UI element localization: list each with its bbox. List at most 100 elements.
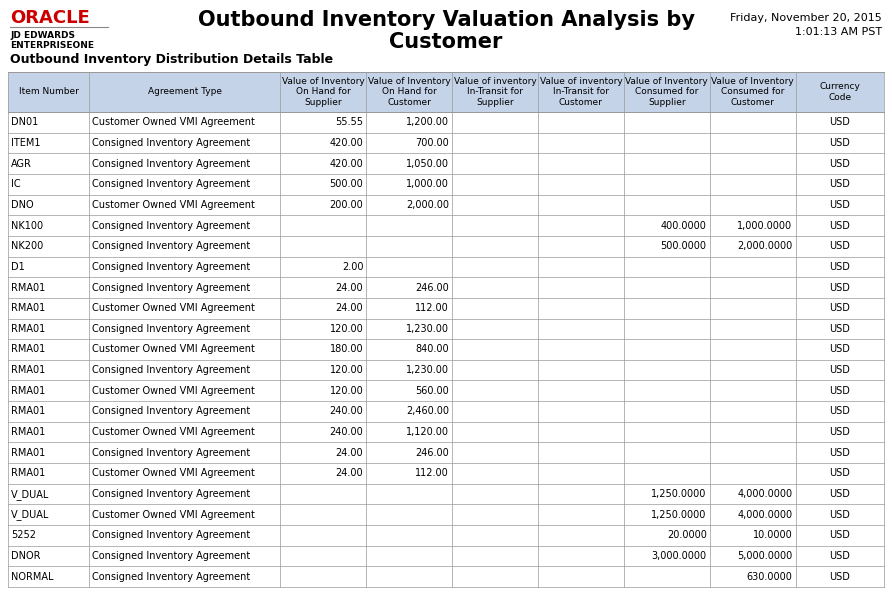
Text: Friday, November 20, 2015: Friday, November 20, 2015: [731, 13, 882, 23]
Text: 5,000.0000: 5,000.0000: [738, 551, 792, 561]
Text: 180.00: 180.00: [330, 345, 363, 355]
Text: RMA01: RMA01: [11, 407, 45, 416]
Text: 1,230.00: 1,230.00: [406, 365, 450, 375]
Bar: [8, 463, 884, 484]
Text: 500.0000: 500.0000: [661, 241, 706, 251]
Text: RMA01: RMA01: [11, 365, 45, 375]
Text: USD: USD: [830, 510, 850, 520]
Text: USD: USD: [830, 365, 850, 375]
Bar: [8, 174, 884, 195]
Text: 420.00: 420.00: [329, 159, 363, 169]
Bar: [8, 195, 884, 215]
Text: Value of inventory
In-Transit for
Customer: Value of inventory In-Transit for Custom…: [540, 77, 623, 107]
Text: USD: USD: [830, 117, 850, 127]
Text: Currency
Code: Currency Code: [820, 82, 860, 102]
Text: 112.00: 112.00: [416, 468, 450, 478]
Bar: [8, 339, 884, 360]
Text: 4,000.0000: 4,000.0000: [738, 489, 792, 499]
Bar: [8, 401, 884, 422]
Text: 120.00: 120.00: [329, 365, 363, 375]
Text: NK200: NK200: [11, 241, 43, 251]
Text: Customer Owned VMI Agreement: Customer Owned VMI Agreement: [93, 386, 255, 396]
Text: Consigned Inventory Agreement: Consigned Inventory Agreement: [93, 179, 251, 189]
Text: 200.00: 200.00: [329, 200, 363, 210]
Text: JD EDWARDS: JD EDWARDS: [10, 31, 75, 40]
Text: USD: USD: [830, 407, 850, 416]
Text: ENTERPRISEONE: ENTERPRISEONE: [10, 41, 94, 50]
Bar: [8, 546, 884, 567]
Text: USD: USD: [830, 530, 850, 540]
Text: 1,000.0000: 1,000.0000: [738, 221, 792, 231]
Text: 120.00: 120.00: [329, 324, 363, 334]
Text: 24.00: 24.00: [335, 282, 363, 292]
Text: 20.0000: 20.0000: [667, 530, 706, 540]
Text: 120.00: 120.00: [329, 386, 363, 396]
Bar: [8, 318, 884, 339]
Text: Consigned Inventory Agreement: Consigned Inventory Agreement: [93, 282, 251, 292]
Bar: [8, 504, 884, 525]
Text: 1,050.00: 1,050.00: [406, 159, 450, 169]
Text: Customer Owned VMI Agreement: Customer Owned VMI Agreement: [93, 345, 255, 355]
Text: 2.00: 2.00: [342, 262, 363, 272]
Text: 560.00: 560.00: [416, 386, 450, 396]
Text: ORACLE: ORACLE: [10, 9, 90, 27]
Text: 1,250.0000: 1,250.0000: [651, 510, 706, 520]
Text: RMA01: RMA01: [11, 427, 45, 437]
Text: RMA01: RMA01: [11, 386, 45, 396]
Text: 1,250.0000: 1,250.0000: [651, 489, 706, 499]
Text: Consigned Inventory Agreement: Consigned Inventory Agreement: [93, 159, 251, 169]
Text: DNOR: DNOR: [11, 551, 40, 561]
Text: USD: USD: [830, 448, 850, 458]
Text: Customer Owned VMI Agreement: Customer Owned VMI Agreement: [93, 117, 255, 127]
Text: Customer Owned VMI Agreement: Customer Owned VMI Agreement: [93, 510, 255, 520]
Text: 1,230.00: 1,230.00: [406, 324, 450, 334]
Text: Consigned Inventory Agreement: Consigned Inventory Agreement: [93, 221, 251, 231]
Bar: [8, 360, 884, 381]
Bar: [8, 422, 884, 442]
Text: 700.00: 700.00: [416, 138, 450, 148]
Text: USD: USD: [830, 138, 850, 148]
Text: Consigned Inventory Agreement: Consigned Inventory Agreement: [93, 365, 251, 375]
Text: V_DUAL: V_DUAL: [11, 509, 49, 520]
Text: 246.00: 246.00: [416, 282, 450, 292]
Text: 55.55: 55.55: [335, 117, 363, 127]
Text: Consigned Inventory Agreement: Consigned Inventory Agreement: [93, 572, 251, 582]
Text: D1: D1: [11, 262, 25, 272]
Text: DNO: DNO: [11, 200, 34, 210]
Bar: [8, 153, 884, 174]
Text: Consigned Inventory Agreement: Consigned Inventory Agreement: [93, 138, 251, 148]
Bar: [8, 277, 884, 298]
Text: 112.00: 112.00: [416, 303, 450, 313]
Text: USD: USD: [830, 551, 850, 561]
Text: V_DUAL: V_DUAL: [11, 488, 49, 500]
Text: RMA01: RMA01: [11, 345, 45, 355]
Text: NORMAL: NORMAL: [11, 572, 54, 582]
Text: DN01: DN01: [11, 117, 38, 127]
Text: Customer Owned VMI Agreement: Customer Owned VMI Agreement: [93, 303, 255, 313]
Text: Value of inventory
In-Transit for
Supplier: Value of inventory In-Transit for Suppli…: [454, 77, 536, 107]
Text: 24.00: 24.00: [335, 468, 363, 478]
Text: Customer Owned VMI Agreement: Customer Owned VMI Agreement: [93, 427, 255, 437]
Text: NK100: NK100: [11, 221, 43, 231]
Text: 2,460.00: 2,460.00: [406, 407, 450, 416]
Text: Consigned Inventory Agreement: Consigned Inventory Agreement: [93, 241, 251, 251]
Text: Consigned Inventory Agreement: Consigned Inventory Agreement: [93, 407, 251, 416]
Text: 400.0000: 400.0000: [661, 221, 706, 231]
Text: 4,000.0000: 4,000.0000: [738, 510, 792, 520]
Text: ITEM1: ITEM1: [11, 138, 40, 148]
Text: Consigned Inventory Agreement: Consigned Inventory Agreement: [93, 489, 251, 499]
Text: RMA01: RMA01: [11, 303, 45, 313]
Text: Consigned Inventory Agreement: Consigned Inventory Agreement: [93, 324, 251, 334]
Text: 1,200.00: 1,200.00: [406, 117, 450, 127]
Text: 1,120.00: 1,120.00: [406, 427, 450, 437]
Text: USD: USD: [830, 386, 850, 396]
Text: 2,000.00: 2,000.00: [406, 200, 450, 210]
Text: Value of Inventory
On Hand for
Customer: Value of Inventory On Hand for Customer: [368, 77, 450, 107]
Text: 10.0000: 10.0000: [753, 530, 792, 540]
Text: 1:01:13 AM PST: 1:01:13 AM PST: [795, 27, 882, 37]
Text: Outbound Inventory Valuation Analysis by: Outbound Inventory Valuation Analysis by: [197, 10, 695, 30]
Bar: [8, 215, 884, 236]
Text: Value of Inventory
Consumed for
Customer: Value of Inventory Consumed for Customer: [711, 77, 794, 107]
Text: 240.00: 240.00: [329, 407, 363, 416]
Text: 2,000.0000: 2,000.0000: [738, 241, 792, 251]
